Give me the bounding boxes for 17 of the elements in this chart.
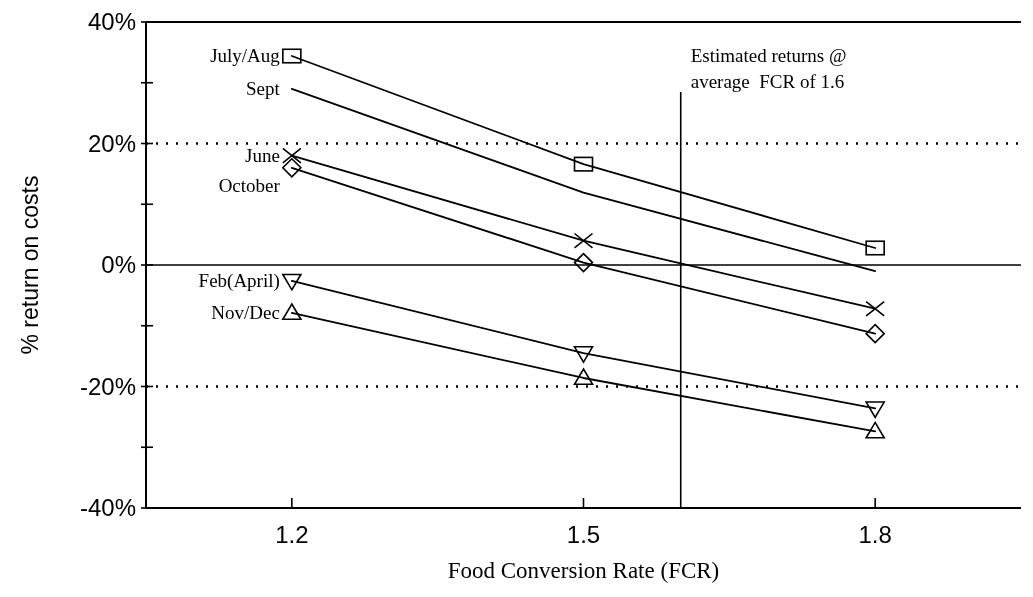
ref-line-label: Estimated returns @ average FCR of 1.6 — [690, 45, 847, 92]
series-label: Nov/Dec — [211, 301, 280, 323]
series-label: June — [245, 144, 280, 166]
x-axis-title: Food Conversion Rate (FCR) — [447, 558, 720, 583]
y-tick-label: 40% — [87, 8, 136, 36]
x-tick-label: 1.8 — [858, 521, 892, 548]
series-label: Feb(April) — [198, 269, 280, 292]
x-tick-label: 1.2 — [275, 521, 309, 548]
x-tick-label: 1.5 — [566, 521, 601, 548]
y-axis-title: % return on costs — [17, 175, 43, 355]
y-tick-label: 20% — [87, 129, 136, 157]
y-tick-label: -40% — [79, 494, 136, 522]
series-label: Sept — [246, 77, 281, 99]
series-label: July/Aug — [210, 45, 281, 67]
y-tick-label: -20% — [79, 372, 136, 400]
y-tick-label: 0% — [101, 251, 136, 279]
series-label: October — [218, 174, 281, 196]
